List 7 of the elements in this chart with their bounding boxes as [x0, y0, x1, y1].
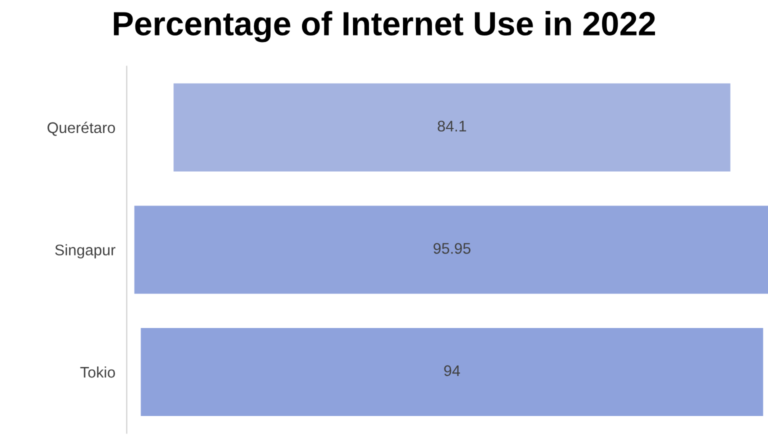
category-label: Singapur: [55, 244, 116, 258]
data-label: 95.95: [434, 243, 470, 254]
data-label: 84.1: [438, 120, 466, 132]
text: Percentage of Internet Use in 2022: [114, 11, 656, 42]
category-label: Querétaro: [48, 122, 115, 136]
category-label: Tokio: [80, 366, 115, 378]
data-label: 94: [444, 365, 460, 376]
